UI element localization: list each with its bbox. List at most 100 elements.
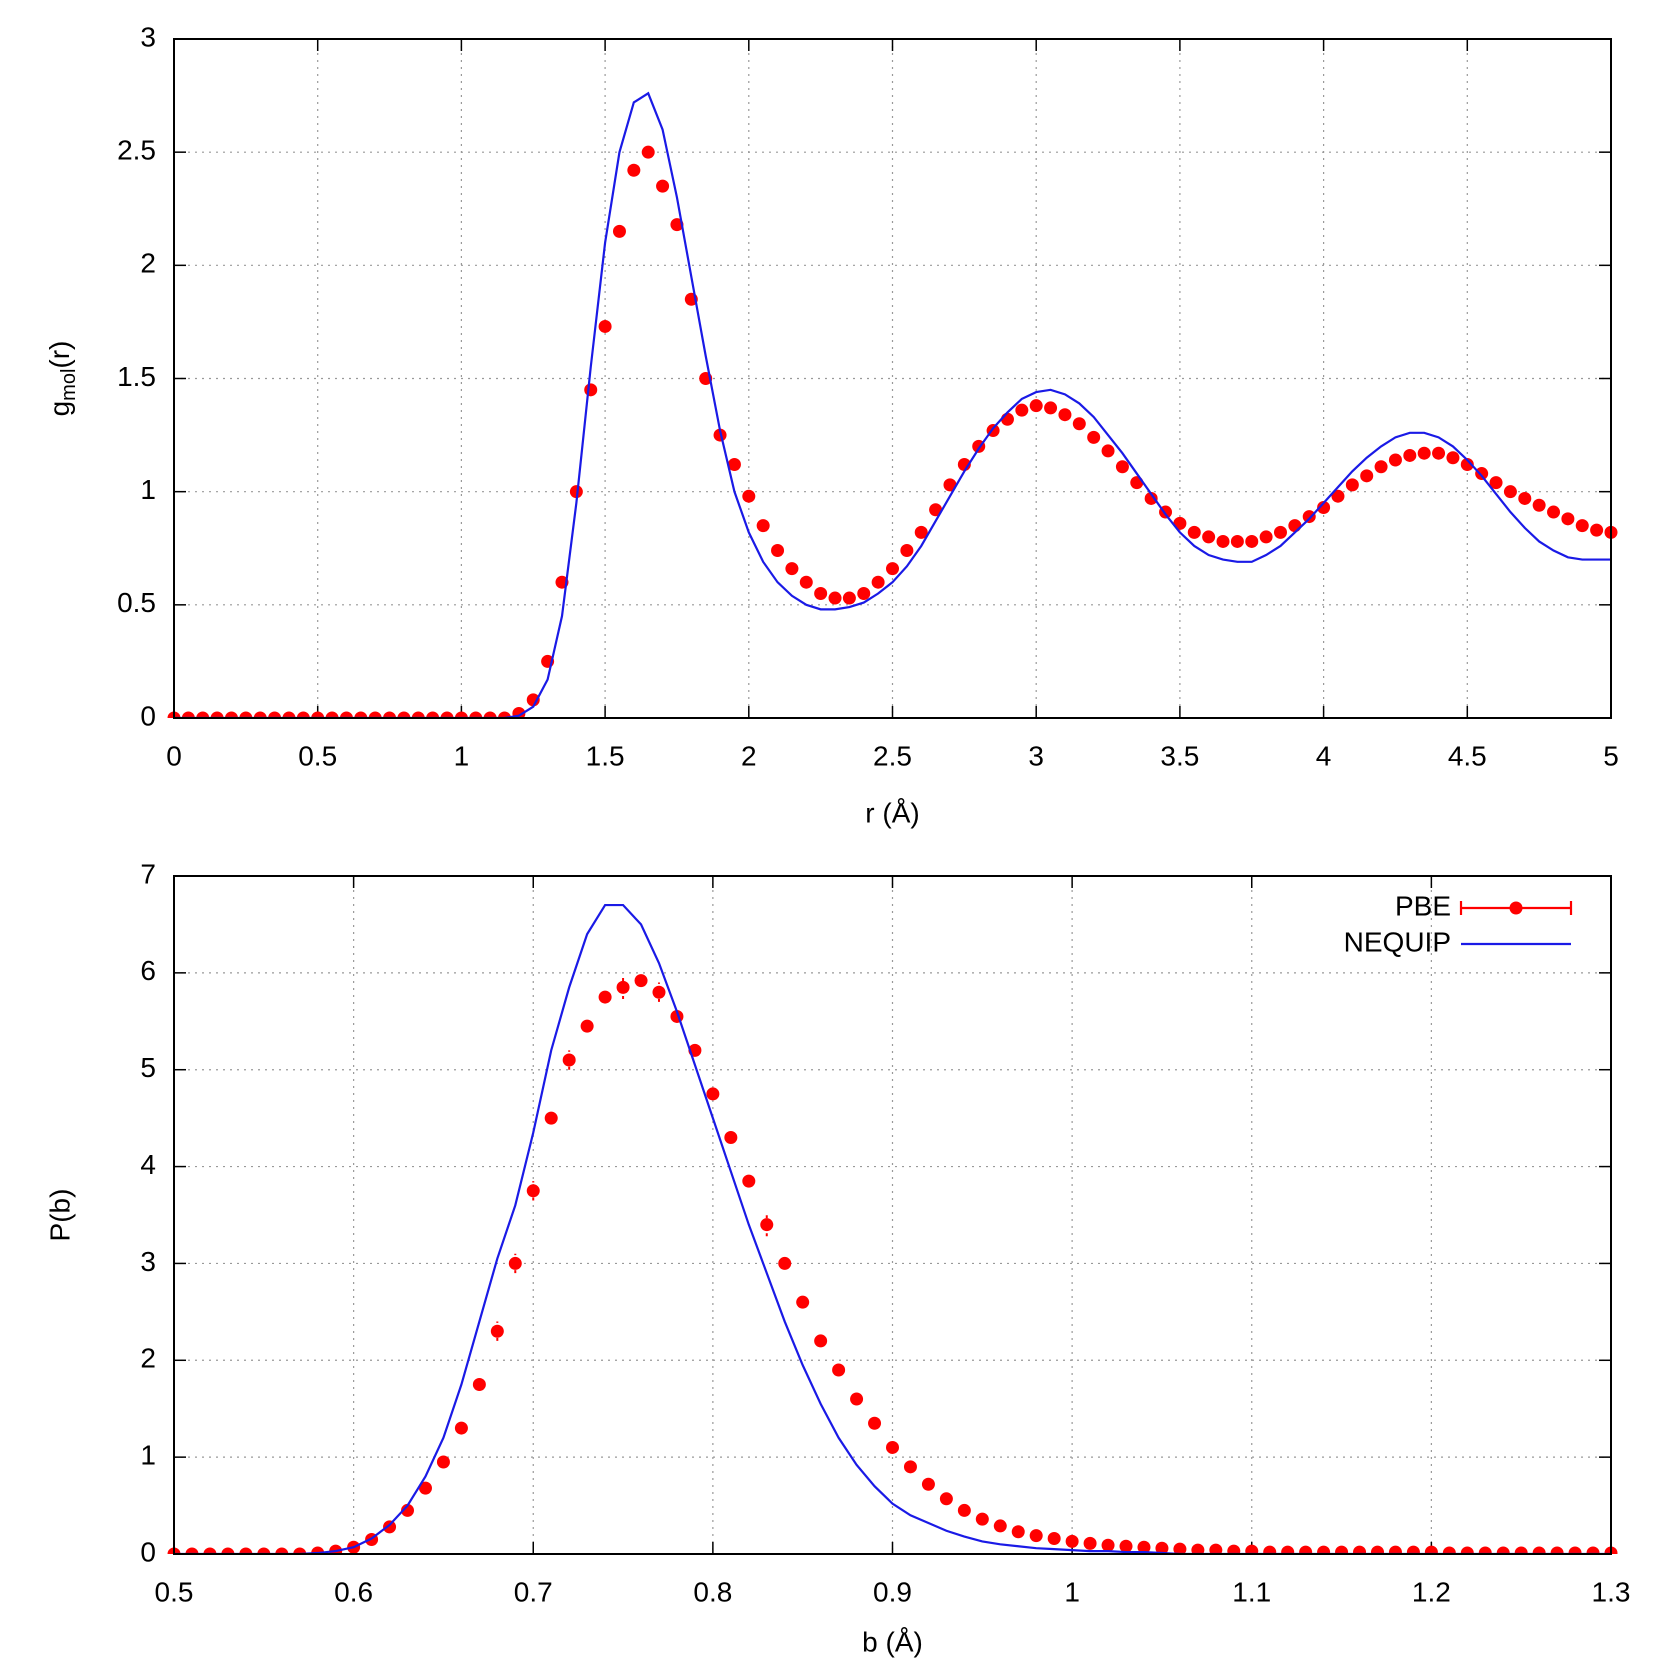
data-point	[1216, 534, 1230, 548]
data-point	[454, 1421, 468, 1435]
subplot: 0 1 2 3 4 5 6 7 0.5 0.6 0.7 0.8 0.9 1 1.1 1.2 1.3 b (Å) P(…	[44, 858, 1630, 1657]
data-point	[914, 525, 928, 539]
data-point	[1072, 417, 1086, 431]
data-point	[268, 711, 282, 718]
x-tick-label: 0.7	[514, 1576, 553, 1607]
data-point	[634, 974, 648, 988]
data-point	[544, 1111, 558, 1125]
data-point	[368, 711, 382, 718]
x-tick-label: 3.5	[1160, 740, 1199, 771]
data-point	[799, 575, 813, 589]
x-tick-label: 1	[1064, 1576, 1080, 1607]
data-point	[383, 1520, 397, 1534]
data-point	[584, 383, 598, 397]
y-tick-label: 3	[140, 1246, 156, 1277]
data-point	[886, 562, 899, 576]
data-point	[929, 503, 943, 517]
data-point	[1406, 1545, 1420, 1554]
data-point	[850, 1392, 864, 1406]
data-point	[706, 1087, 720, 1101]
data-point	[943, 478, 957, 492]
y-tick-label: 7	[140, 858, 156, 889]
y-tick-label: 5	[140, 1052, 156, 1083]
data-point	[1388, 453, 1402, 467]
data-point	[196, 711, 210, 718]
data-point	[1460, 1546, 1474, 1554]
x-tick-label: 0.5	[155, 1576, 194, 1607]
y-tick-label: 1	[140, 1440, 156, 1471]
data-point	[1345, 478, 1359, 492]
data-point	[1547, 505, 1561, 519]
data-point	[724, 1131, 738, 1145]
data-point	[472, 1378, 486, 1391]
data-point	[1532, 1546, 1546, 1554]
data-point	[210, 711, 224, 718]
data-point	[1187, 525, 1201, 539]
y-tick-label: 2	[140, 248, 156, 279]
x-tick-label: 0.9	[873, 1576, 912, 1607]
y-tick-label: 1.5	[117, 361, 156, 392]
data-point	[1130, 476, 1144, 490]
data-point	[1460, 458, 1474, 472]
data-point	[616, 980, 630, 994]
data-point	[828, 591, 842, 605]
data-point	[756, 519, 770, 533]
data-point	[1317, 501, 1331, 515]
data-point	[418, 1481, 432, 1495]
x-tick-label: 1	[454, 740, 470, 771]
data-point	[1245, 534, 1259, 548]
data-point	[526, 1184, 540, 1198]
data-point	[275, 1547, 289, 1554]
data-point	[296, 711, 310, 718]
x-tick-label: 5	[1603, 740, 1619, 771]
data-point	[224, 711, 238, 718]
series-line	[174, 903, 1611, 1554]
plot-area	[167, 91, 1618, 718]
data-point	[1137, 1540, 1151, 1554]
x-axis-label: r (Å)	[865, 797, 919, 828]
data-point	[508, 1256, 522, 1270]
data-point	[1550, 1546, 1564, 1554]
data-point	[598, 319, 612, 333]
legend-label: NEQUIP	[1344, 926, 1451, 957]
data-point	[742, 1174, 756, 1188]
x-axis-label: b (Å)	[862, 1626, 923, 1657]
data-point	[814, 1334, 828, 1348]
data-point	[742, 489, 756, 503]
data-point	[1227, 1544, 1241, 1554]
y-tick-label: 4	[140, 1149, 156, 1180]
data-point	[1388, 1545, 1402, 1554]
data-point	[401, 1503, 415, 1517]
data-point	[871, 575, 885, 589]
data-point	[397, 711, 411, 718]
x-tick-label: 0	[166, 740, 182, 771]
data-point	[1568, 1546, 1582, 1554]
data-point	[1370, 1545, 1384, 1554]
x-tick-label: 0.5	[298, 740, 337, 771]
y-label-tail: (r)	[44, 341, 75, 369]
plot-frame	[173, 38, 1612, 719]
data-point	[656, 179, 670, 193]
data-point	[1442, 1546, 1456, 1554]
data-point	[1590, 523, 1604, 537]
data-point	[1259, 530, 1273, 544]
y-tick-label: 3	[140, 21, 156, 52]
data-point	[1518, 491, 1532, 505]
data-point	[580, 1019, 594, 1033]
x-tick-label: 3	[1028, 740, 1044, 771]
data-point	[1353, 1545, 1367, 1554]
data-point	[778, 1256, 792, 1270]
data-point	[1155, 1541, 1169, 1554]
y-tick-label: 0	[140, 1536, 156, 1567]
y-tick-label: 2.5	[117, 135, 156, 166]
data-point	[939, 1492, 953, 1506]
data-point	[203, 1547, 217, 1554]
plot-frame	[173, 875, 1612, 1555]
data-point	[1424, 1545, 1438, 1554]
data-point	[1119, 1539, 1133, 1553]
data-point	[1209, 1543, 1223, 1554]
data-point	[1302, 510, 1316, 524]
x-tick-label: 1.1	[1232, 1576, 1271, 1607]
data-point	[325, 711, 339, 718]
